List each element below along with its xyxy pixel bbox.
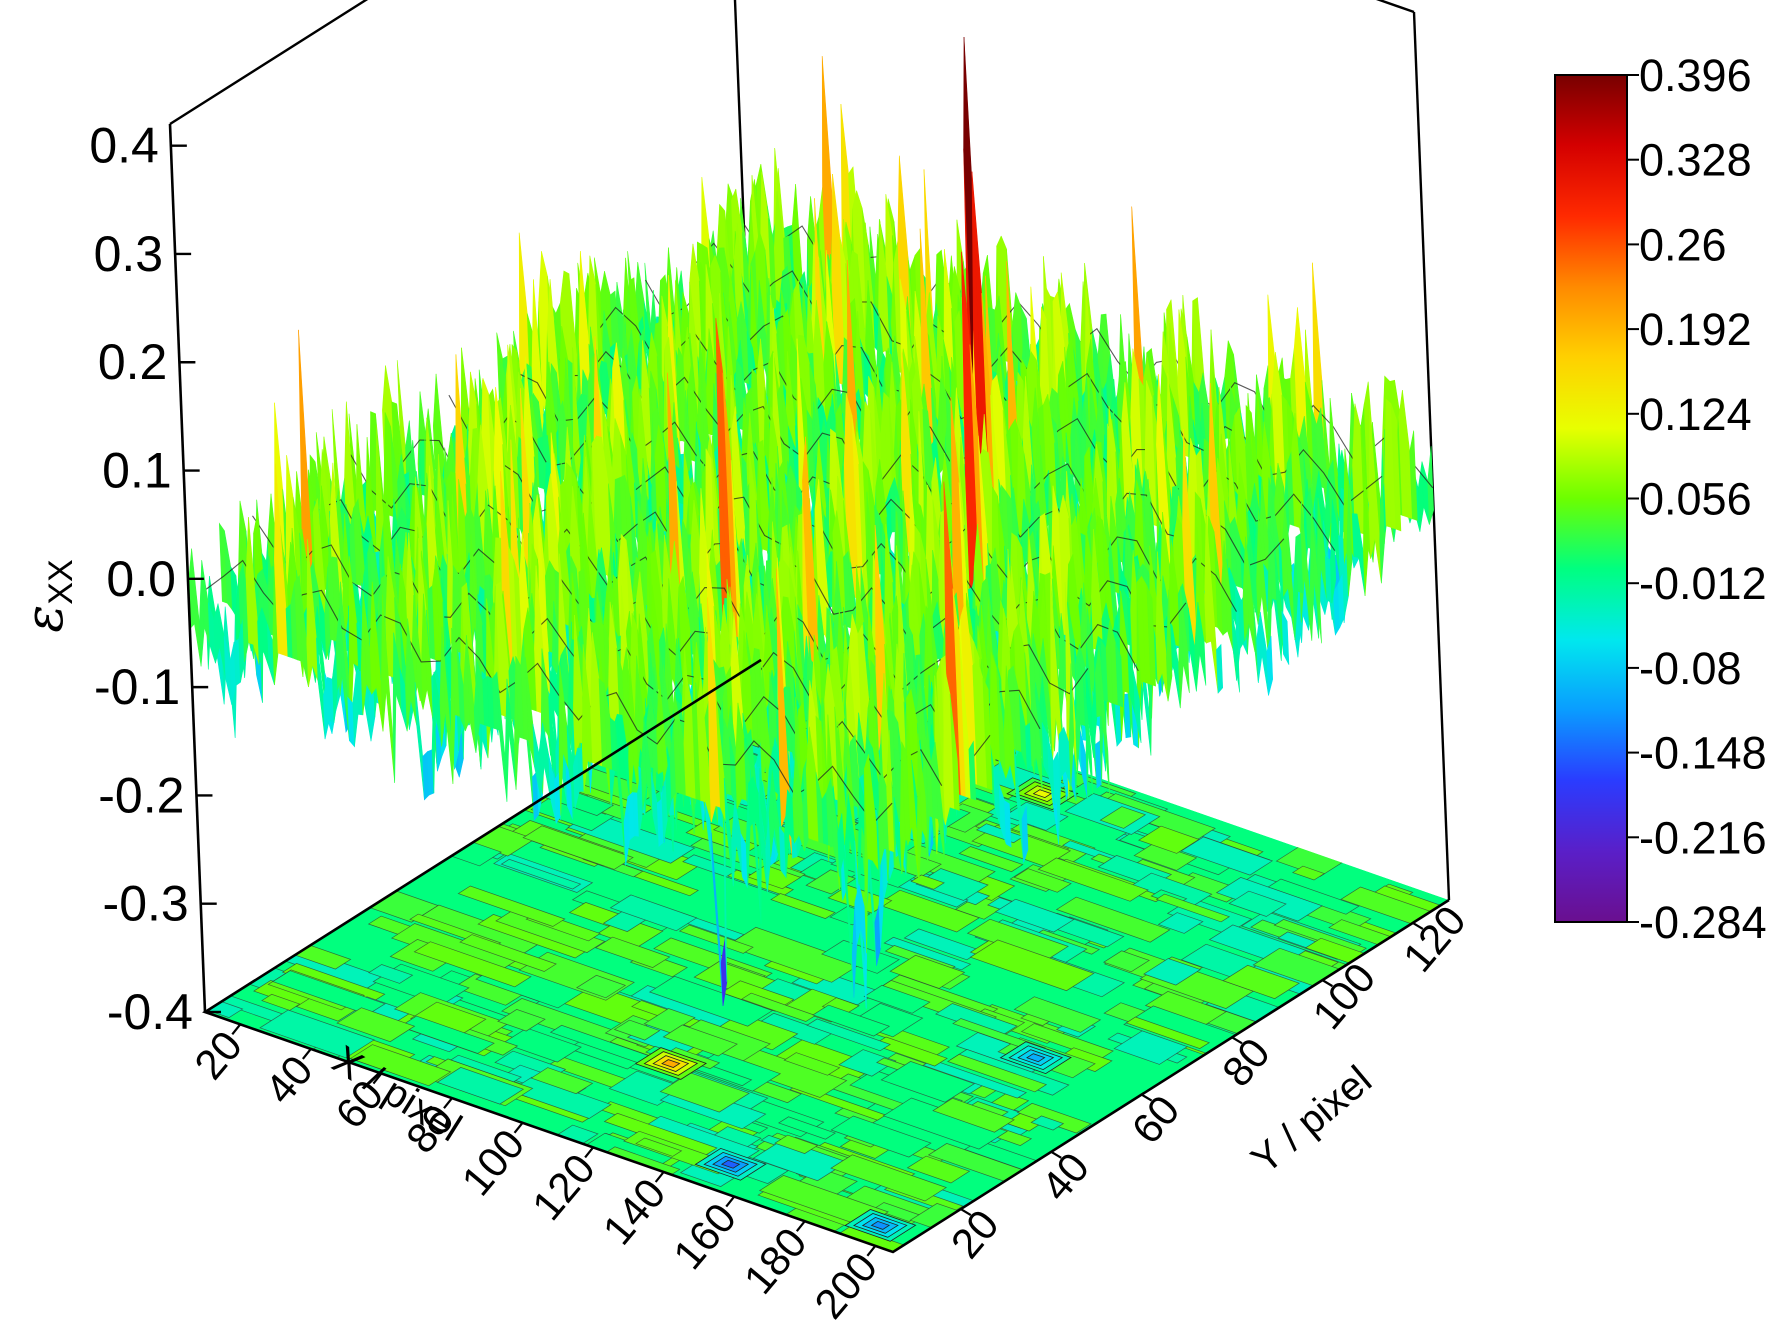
floor-contour-blob <box>643 1008 696 1034</box>
floor-contour-blob <box>1143 958 1202 986</box>
floor-contour-blob <box>863 984 931 1014</box>
floor-contour-blob <box>368 964 414 984</box>
surface-facet <box>1379 471 1385 584</box>
floor-contour-blob <box>1125 1016 1211 1049</box>
floor-contour-blob <box>413 941 532 988</box>
floor-contour-blob <box>770 893 836 919</box>
floor-contour-blob <box>678 924 754 954</box>
floor-contour-blob <box>994 898 1075 933</box>
floor-contour-blob <box>609 894 698 932</box>
floor-contour-blob <box>876 889 980 933</box>
floor-contour-blob <box>349 1044 452 1087</box>
floor-contour-blob <box>969 939 1095 992</box>
floor-contour-blob <box>1099 806 1147 829</box>
floor-contour-blob <box>497 1009 546 1032</box>
floor-contour-blob <box>1013 996 1102 1033</box>
floor-contour-blob <box>1103 950 1150 973</box>
floor-contour-blob <box>1133 842 1198 871</box>
floor-contour-blob <box>495 909 606 953</box>
floor-contour-blob <box>261 993 301 1011</box>
floor-contour-blob <box>436 1067 525 1105</box>
box-top-edges <box>169 0 1415 126</box>
floor-contour-blob <box>915 868 989 901</box>
floor-contour-blob <box>530 1067 594 1095</box>
surface-facet <box>1346 482 1353 597</box>
surface-facet <box>1409 430 1418 521</box>
floor-contour-blob <box>1157 912 1204 934</box>
floor-contour-blob <box>500 858 582 890</box>
floor-contour-blob <box>812 1004 891 1037</box>
floor-contour-blob <box>259 1009 375 1059</box>
floor-contour-blob <box>613 1019 661 1041</box>
surface-facet <box>1390 403 1402 532</box>
floor-contour-blob <box>1291 865 1326 881</box>
floor-hotspot <box>720 1159 741 1169</box>
floor-contour-blob <box>1155 893 1231 923</box>
floor-contour-blob <box>946 1053 1048 1093</box>
floor-contour-blob <box>806 1018 891 1052</box>
floor-contour-blob <box>880 1061 976 1103</box>
floor-contour-blob <box>399 1015 495 1054</box>
floor-contour-blob <box>821 939 900 974</box>
floor-contour-blob <box>889 954 966 989</box>
floor-contour-blob <box>906 1155 971 1184</box>
strain-surface <box>187 36 1434 1009</box>
floor-contour-blob <box>662 1024 738 1057</box>
floor-hotspot <box>870 1220 891 1230</box>
floor-contour-blob <box>1030 1115 1065 1131</box>
surface-facet <box>1363 446 1369 596</box>
floor-contour-blob <box>459 934 557 972</box>
floor-contour-blob <box>872 1036 948 1067</box>
floor-contour-blob <box>457 885 566 927</box>
floor-contour-blob <box>522 825 634 870</box>
floor-hotspot <box>661 1059 681 1068</box>
floor-contour-blob <box>1180 836 1274 876</box>
floor-contour-blob <box>502 1027 582 1063</box>
floor-contour-blob <box>777 1116 837 1140</box>
floor-contour-blob <box>1138 825 1200 854</box>
floor-contour-blob <box>1013 868 1072 893</box>
floor-contour-blob <box>336 1007 416 1043</box>
floor-contour-blob <box>830 1154 947 1202</box>
floor-contour-blob <box>774 1134 819 1154</box>
floor-contour-blob <box>783 1052 841 1076</box>
floor-contour-blob <box>575 974 627 999</box>
floor-contour-blob <box>838 1049 897 1077</box>
floor-contour-blob <box>1222 964 1301 1000</box>
surface-facet <box>1329 536 1337 604</box>
floor-contour-blob <box>1228 890 1287 917</box>
floor-hotspot <box>1026 1053 1046 1063</box>
floor-contour-blob <box>450 1054 523 1083</box>
floor-contour-blob <box>1055 896 1171 943</box>
floor-contour-blob <box>594 936 671 968</box>
floor-contour-blob <box>882 1097 1008 1150</box>
floor-contour-blob <box>758 1175 889 1228</box>
floor-contour-blob <box>932 1097 1015 1133</box>
floor-contour-blob <box>830 1115 932 1158</box>
surface-facet <box>1281 610 1290 665</box>
floor-contour-blob <box>635 1137 683 1157</box>
floor-contour-blob <box>1037 857 1149 902</box>
floor-contour-blob <box>271 970 386 1016</box>
floor-hotspot <box>1032 789 1053 799</box>
floor-contour-blob <box>958 846 1024 873</box>
floor-contour-blob <box>834 1225 938 1252</box>
floor-contour-blob <box>509 1076 612 1119</box>
